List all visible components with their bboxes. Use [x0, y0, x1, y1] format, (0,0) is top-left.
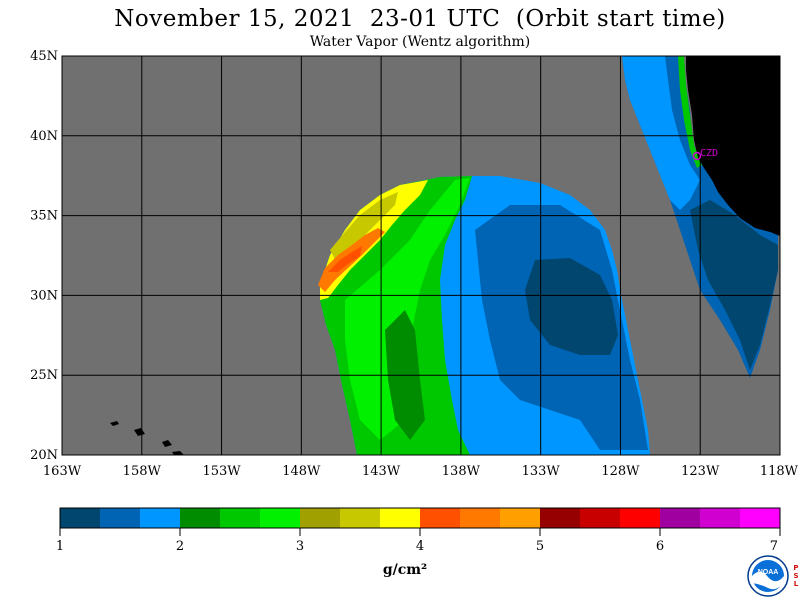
colorbar-swatch	[100, 508, 141, 528]
colorbar-label: 7	[770, 539, 778, 554]
swath-red-orange	[328, 246, 362, 272]
station-marker	[692, 151, 702, 161]
latitude-label: 45N	[30, 49, 58, 64]
colorbar-label: 2	[176, 539, 184, 554]
colorbar-swatch	[540, 508, 581, 528]
colorbar-label: 1	[56, 539, 64, 554]
island-kauai	[110, 421, 119, 426]
colorbar-labels: 1 2 3 4 5 6 7	[56, 528, 781, 554]
colorbar-swatch	[740, 508, 781, 528]
colorbar-label: 4	[416, 539, 424, 554]
latitude-label: 35N	[30, 209, 58, 224]
noaa-logo: NOAA	[747, 555, 789, 597]
colorbar-swatch	[340, 508, 381, 528]
colorbar-swatch	[620, 508, 661, 528]
colorbar-swatch	[380, 508, 421, 528]
colorbar-swatch	[660, 508, 701, 528]
colorbar-label: 3	[296, 539, 304, 554]
longitude-axis: 163W 158W 153W 148W 143W 138W 133W 128W 123W 118W	[43, 464, 799, 479]
colorbar-swatch	[580, 508, 621, 528]
colorbar-swatch	[180, 508, 221, 528]
colorbar-swatch	[420, 508, 461, 528]
swath-bright-green	[345, 178, 470, 440]
longitude-label: 118W	[760, 464, 799, 479]
page-title: November 15, 2021 23-01 UTC (Orbit start…	[114, 6, 726, 32]
latitude-label: 25N	[30, 368, 58, 383]
longitude-label: 143W	[362, 464, 401, 479]
island-maui	[162, 440, 172, 447]
colorbar	[59, 507, 781, 529]
colorbar-swatch	[140, 508, 181, 528]
longitude-label: 158W	[123, 464, 162, 479]
station-label: CZD	[700, 148, 718, 159]
coastal-swath-dark	[690, 200, 778, 370]
colorbar-label: 5	[536, 539, 544, 554]
coastal-swath-green	[678, 56, 702, 168]
colorbar-label: 6	[656, 539, 664, 554]
island-hawaii	[172, 451, 184, 455]
longitude-label: 163W	[43, 464, 82, 479]
page-subtitle: Water Vapor (Wentz algorithm)	[309, 34, 531, 50]
latitude-label: 20N	[30, 448, 58, 463]
longitude-label: 128W	[601, 464, 640, 479]
colorbar-swatch	[60, 508, 101, 528]
map-border	[61, 55, 781, 456]
latitude-label: 30N	[30, 288, 58, 303]
map-grid	[62, 56, 780, 455]
latitude-label: 40N	[30, 129, 58, 144]
map-content: CZD	[62, 56, 780, 455]
psl-mark: PSL	[792, 564, 800, 590]
swath-dark-blue	[525, 258, 618, 355]
colorbar-swatch	[300, 508, 341, 528]
longitude-label: 138W	[442, 464, 481, 479]
longitude-label: 153W	[202, 464, 241, 479]
colorbar-units: g/cm²	[382, 562, 428, 578]
longitude-label: 148W	[282, 464, 321, 479]
longitude-label: 123W	[681, 464, 720, 479]
land-north-america	[686, 56, 780, 236]
latitude-axis: 45N 40N 35N 30N 25N 20N	[30, 49, 58, 463]
psl-letters: PSL	[792, 564, 800, 588]
coastal-swath-light	[622, 56, 700, 210]
colorbar-swatch	[500, 508, 541, 528]
colorbar-swatch	[220, 508, 261, 528]
longitude-label: 133W	[522, 464, 561, 479]
noaa-logo-text: NOAA	[758, 569, 779, 576]
colorbar-swatch	[460, 508, 501, 528]
colorbar-swatch	[260, 508, 301, 528]
colorbar-swatch	[700, 508, 741, 528]
